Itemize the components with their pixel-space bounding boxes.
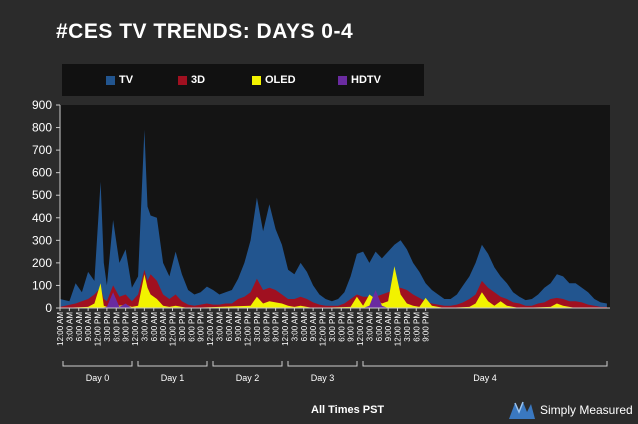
x-tick-label: 12:00 PM — [94, 312, 103, 347]
x-tick-label: 9:00 AM — [84, 312, 93, 342]
day-label: Day 4 — [473, 373, 497, 383]
x-tick-label: 12:00 PM — [394, 312, 403, 347]
x-tick-label: 3:00 PM — [178, 312, 187, 342]
legend-label-oled: OLED — [265, 74, 296, 86]
x-tick-label: 9:00 PM — [347, 312, 356, 342]
y-tick-label: 600 — [32, 166, 52, 180]
brand-name: Simply Measured — [540, 403, 633, 417]
x-tick-label: 3:00 AM — [215, 312, 224, 342]
x-tick-label: 9:00 PM — [422, 312, 431, 342]
x-tick-label: 12:00 AM — [356, 312, 365, 346]
x-tick-label: 3:00 PM — [403, 312, 412, 342]
y-tick-label: 800 — [32, 121, 52, 135]
x-tick-label: 12:00 PM — [244, 312, 253, 347]
y-tick-label: 400 — [32, 211, 52, 225]
x-tick-label: 6:00 AM — [375, 312, 384, 342]
day-label: Day 0 — [86, 373, 110, 383]
x-tick-label: 12:00 AM — [56, 312, 65, 346]
y-tick-label: 100 — [32, 278, 52, 292]
day-bracket — [362, 361, 608, 367]
x-tick-label: 6:00 PM — [112, 312, 121, 342]
day-bracket — [287, 361, 358, 367]
y-tick-label: 900 — [32, 98, 52, 112]
footer-note: All Times PST — [311, 404, 385, 416]
x-tick-label: 6:00 AM — [75, 312, 84, 342]
x-tick-label: 3:00 PM — [103, 312, 112, 342]
chart-title: #CES TV TRENDS: DAYS 0-4 — [56, 20, 354, 43]
legend-item-hdtv: HDTV — [338, 74, 381, 86]
x-tick-label: 3:00 PM — [328, 312, 337, 342]
x-tick-label: 9:00 AM — [309, 312, 318, 342]
legend-item-oled: OLED — [252, 74, 296, 86]
x-tick-label: 3:00 AM — [65, 312, 74, 342]
legend-label-3d: 3D — [191, 74, 206, 86]
legend-swatch-3d — [178, 75, 187, 85]
y-tick-label: 200 — [32, 256, 52, 270]
x-tick-label: 12:00 AM — [206, 312, 215, 346]
day-bracket — [212, 361, 283, 367]
day-bracket — [62, 361, 133, 367]
x-tick-label: 6:00 AM — [225, 312, 234, 342]
legend-label-hdtv: HDTV — [351, 74, 381, 86]
x-tick-label: 12:00 AM — [131, 312, 140, 346]
x-tick-label: 12:00 PM — [319, 312, 328, 347]
x-tick-label: 9:00 PM — [272, 312, 281, 342]
y-tick-label: 0 — [45, 301, 52, 315]
x-tick-label: 12:00 PM — [169, 312, 178, 347]
x-tick-label: 6:00 PM — [412, 312, 421, 342]
x-tick-label: 6:00 PM — [187, 312, 196, 342]
x-tick-label: 3:00 AM — [290, 312, 299, 342]
x-tick-label: 12:00 AM — [281, 312, 290, 346]
x-tick-label: 9:00 AM — [159, 312, 168, 342]
legend-item-3d: 3D — [178, 74, 205, 86]
x-tick-label: 3:00 PM — [253, 312, 262, 342]
legend-label-tv: TV — [119, 74, 134, 86]
day-label: Day 3 — [311, 373, 335, 383]
y-tick-label: 500 — [32, 188, 52, 202]
x-tick-label: 6:00 AM — [150, 312, 159, 342]
day-label: Day 1 — [161, 373, 185, 383]
x-tick-label: 6:00 AM — [300, 312, 309, 342]
legend-swatch-hdtv — [338, 75, 347, 85]
legend-swatch-oled — [252, 75, 261, 85]
x-tick-label: 6:00 PM — [337, 312, 346, 342]
x-tick-label: 6:00 PM — [262, 312, 271, 342]
x-tick-label: 9:00 PM — [122, 312, 131, 342]
x-tick-label: 3:00 AM — [140, 312, 149, 342]
legend-swatch-tv — [106, 75, 115, 85]
legend: TV 3D OLED HDTV — [62, 64, 424, 96]
brand: Simply Measured — [508, 400, 633, 420]
day-label: Day 2 — [236, 373, 260, 383]
x-tick-label: 3:00 AM — [365, 312, 374, 342]
x-tick-label: 9:00 AM — [234, 312, 243, 342]
day-bracket — [137, 361, 208, 367]
y-tick-label: 300 — [32, 233, 52, 247]
simply-measured-logo-icon — [509, 401, 535, 419]
x-tick-label: 9:00 PM — [197, 312, 206, 342]
legend-item-tv: TV — [106, 74, 133, 86]
y-tick-label: 700 — [32, 143, 52, 157]
series-area-hdtv — [60, 290, 607, 308]
x-tick-label: 9:00 AM — [384, 312, 393, 342]
